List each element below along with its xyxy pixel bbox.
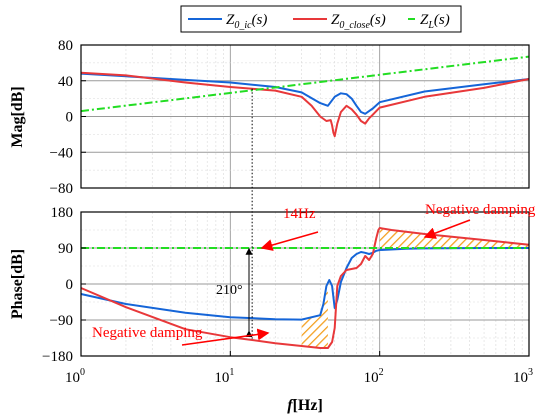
magnitude-panel: −80 −40 0 40 80 Mag[dB] [9, 38, 530, 197]
magnitude-y-tick-label: 0 [66, 110, 74, 126]
magnitude-y-tick-label: 80 [58, 38, 73, 54]
phase-y-tick-label: 90 [58, 241, 73, 257]
phase-x-tick-label: 101 [214, 367, 234, 386]
legend: Z0_ic(s) Z0_close(s) ZL(s) [180, 5, 462, 33]
magnitude-grid [81, 45, 529, 188]
phase-series [80, 227, 530, 349]
phase-y-ticks: −180 −90 0 90 180 [42, 205, 86, 365]
phase-y-tick-label: −180 [42, 349, 73, 365]
magnitude-series-line-3 [80, 55, 530, 113]
legend-label-z0-close: Z0_close(s) [331, 12, 386, 31]
annotation-210deg: 210° [216, 283, 243, 298]
phase-x-tick-label: 103 [513, 367, 533, 386]
phase-y-label: Phase[dB] [9, 249, 26, 319]
phase-panel: −180 −90 0 90 180 100 101 102 103 Phase[dB] f[H… [9, 88, 536, 414]
annotation-14hz-arrow [260, 231, 319, 251]
phase-x-tick-label: 102 [364, 367, 384, 386]
phase-x-ticks: 100 101 102 103 [65, 351, 533, 386]
negative-damping-hatch [301, 228, 529, 348]
magnitude-y-tick-label: −80 [50, 181, 73, 197]
x-axis-label: f[Hz] [287, 397, 323, 414]
legend-label-zl: ZL(s) [420, 12, 450, 31]
phase-series-line-2 [80, 227, 530, 349]
magnitude-series-line-1 [80, 72, 530, 115]
phase-y-tick-label: 180 [51, 205, 74, 221]
annotation-14hz: 14Hz [283, 206, 316, 222]
magnitude-series-line-2 [80, 71, 530, 138]
annotation-negative-damping-upper: Negative damping [425, 202, 536, 218]
magnitude-y-tick-label: −40 [50, 145, 73, 161]
magnitude-y-tick-label: 40 [58, 74, 73, 90]
annotation-negative-damping-lower: Negative damping [92, 325, 203, 341]
phase-y-tick-label: −90 [50, 313, 73, 329]
annotation-negative-damping-lower-arrow [181, 328, 270, 346]
legend-label-z0-ic: Z0_ic(s) [226, 12, 267, 31]
magnitude-series [80, 55, 530, 138]
phase-annotations: 210° 14Hz Negative damping Negative damping [92, 88, 536, 346]
annotation-negative-damping-upper-arrow [423, 219, 471, 239]
phase-series-line-1 [80, 247, 529, 321]
magnitude-y-ticks: −80 −40 0 40 80 [50, 38, 86, 197]
magnitude-y-label: Mag[dB] [9, 86, 26, 147]
phase-y-tick-label: 0 [66, 277, 74, 293]
phase-x-tick-label: 100 [65, 367, 85, 386]
hatch-region-lower [301, 283, 328, 348]
